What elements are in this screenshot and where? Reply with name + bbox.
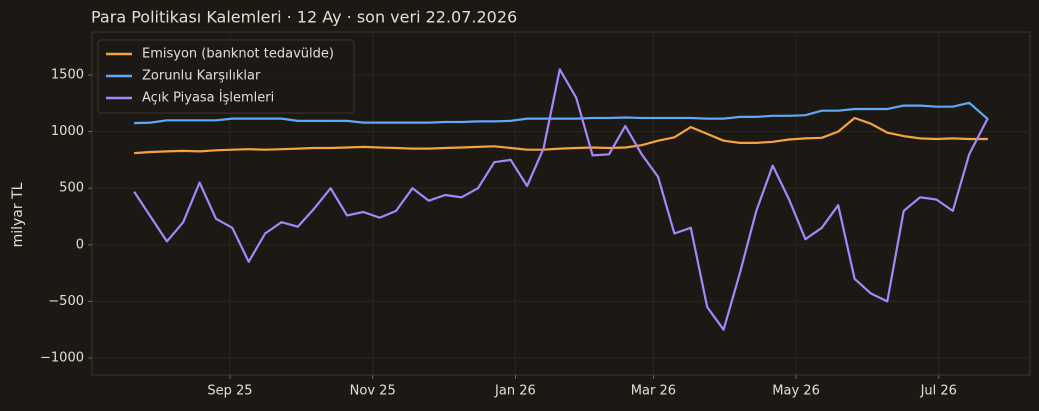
plot-frame <box>91 31 1031 376</box>
legend-label: Emisyon (banknot tedavülde) <box>142 47 334 62</box>
series-line <box>133 68 989 331</box>
legend-label: Açık Piyasa İşlemleri <box>142 90 274 106</box>
legend-box <box>97 39 355 114</box>
y-tick-label: 500 <box>59 181 84 196</box>
x-tick-label: May 26 <box>772 384 820 399</box>
y-tick-label: −500 <box>48 294 84 309</box>
x-tick-label: Mar 26 <box>631 384 676 399</box>
x-tick-label: Jan 26 <box>494 384 536 399</box>
legend: Emisyon (banknot tedavülde) Zorunlu Karşı… <box>97 39 355 114</box>
chart-title: Para Politikası Kalemleri · 12 Ay · son … <box>91 8 517 27</box>
legend-label: Zorunlu Karşılıklar <box>142 69 261 84</box>
y-tick-label: 0 <box>76 237 84 252</box>
x-tick-label: Sep 25 <box>207 384 252 399</box>
x-tick-label: Nov 25 <box>350 384 396 399</box>
x-tick-label: Jul 26 <box>920 384 957 399</box>
series-line <box>134 101 989 125</box>
series-line <box>134 116 988 155</box>
y-tick-label: 1500 <box>51 68 84 83</box>
y-tick-label: −1000 <box>40 351 84 366</box>
y-tick-label: 1000 <box>51 124 84 139</box>
y-axis-label: milyar TL <box>10 182 26 247</box>
